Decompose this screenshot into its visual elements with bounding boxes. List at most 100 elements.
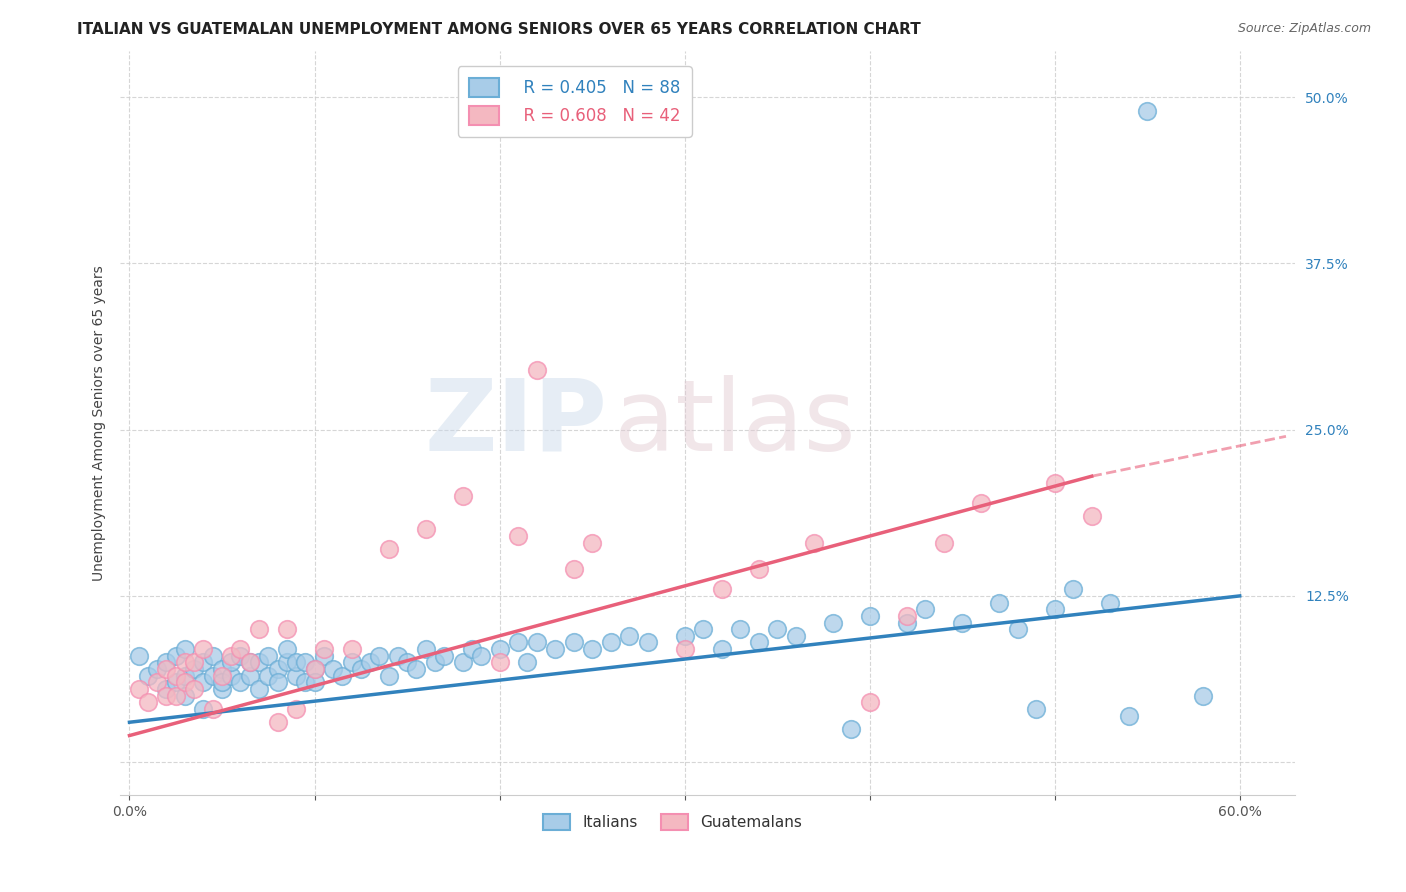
Point [266,662,288,676]
Point [146,662,169,676]
Point [247,681,270,696]
Point [377,542,399,557]
Point [340,642,363,657]
Text: ITALIAN VS GUATEMALAN UNEMPLOYMENT AMONG SENIORS OVER 65 YEARS CORRELATION CHART: ITALIAN VS GUATEMALAN UNEMPLOYMENT AMONG… [77,22,921,37]
Point [285,669,308,683]
Point [304,662,326,676]
Point [276,656,298,670]
Point [294,656,316,670]
Point [350,662,373,676]
Point [692,622,714,636]
Point [183,662,205,676]
Point [506,635,529,649]
Point [211,669,233,683]
Point [914,602,936,616]
Point [710,582,733,597]
Point [276,622,298,636]
Point [183,656,205,670]
Point [193,702,215,716]
Point [193,656,215,670]
Point [562,562,585,576]
Point [785,629,807,643]
Point [766,622,789,636]
Point [211,681,233,696]
Point [387,648,409,663]
Point [165,675,187,690]
Point [461,642,484,657]
Point [1136,103,1159,118]
Point [988,596,1011,610]
Point [165,689,187,703]
Point [136,695,159,709]
Point [526,635,548,649]
Point [136,669,159,683]
Point [1025,702,1047,716]
Point [544,642,567,657]
Point [451,656,474,670]
Point [821,615,844,630]
Point [201,648,224,663]
Point [488,642,510,657]
Point [285,656,308,670]
Point [368,648,391,663]
Point [637,635,659,649]
Point [488,656,510,670]
Point [839,722,862,736]
Point [211,675,233,690]
Point [266,715,288,730]
Point [859,695,882,709]
Point [219,648,242,663]
Point [1191,689,1213,703]
Point [728,622,751,636]
Point [415,523,437,537]
Point [896,615,918,630]
Text: Source: ZipAtlas.com: Source: ZipAtlas.com [1237,22,1371,36]
Point [377,669,399,683]
Point [1099,596,1122,610]
Point [201,669,224,683]
Point [174,689,197,703]
Point [748,635,770,649]
Point [1118,708,1140,723]
Point [932,535,955,549]
Point [155,662,177,676]
Point [276,642,298,657]
Point [266,675,288,690]
Point [359,656,381,670]
Point [174,642,197,657]
Point [405,662,427,676]
Point [304,675,326,690]
Point [165,648,187,663]
Point [257,669,280,683]
Point [1080,509,1102,524]
Point [340,656,363,670]
Point [969,496,991,510]
Point [330,669,353,683]
Point [673,629,696,643]
Point [239,669,262,683]
Point [155,689,177,703]
Point [506,529,529,543]
Point [748,562,770,576]
Point [229,648,252,663]
Point [174,656,197,670]
Point [322,662,344,676]
Point [155,656,177,670]
Legend: Italians, Guatemalans: Italians, Guatemalans [537,808,808,836]
Point [312,642,335,657]
Point [1062,582,1084,597]
Point [128,648,150,663]
Point [193,642,215,657]
Point [617,629,640,643]
Text: atlas: atlas [614,375,855,472]
Text: ZIP: ZIP [425,375,607,472]
Point [239,656,262,670]
Point [516,656,538,670]
Point [562,635,585,649]
Point [599,635,621,649]
Point [128,681,150,696]
Point [247,656,270,670]
Point [803,535,825,549]
Point [247,622,270,636]
Point [1007,622,1029,636]
